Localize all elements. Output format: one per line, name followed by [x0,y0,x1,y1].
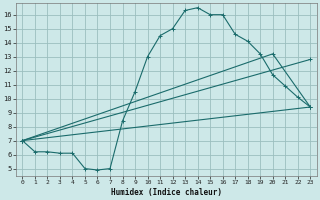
X-axis label: Humidex (Indice chaleur): Humidex (Indice chaleur) [111,188,222,197]
